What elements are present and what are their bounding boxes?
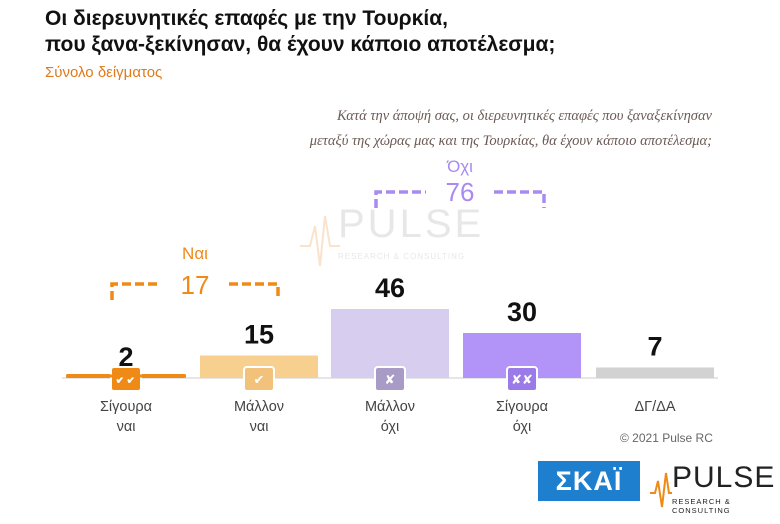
question-line-1: Κατά την άποψή σας, οι διερευνητικές επα…: [337, 108, 712, 124]
yes-group-total: 17: [181, 270, 210, 300]
category-label-sure-no: Σίγουρα όχι: [495, 399, 549, 435]
pulse-logo: PULSE RESEARCH & CONSULTING: [650, 461, 774, 515]
bar: [596, 367, 714, 378]
category-label-rather-yes: Μάλλον ναι: [233, 399, 285, 435]
chart-title: Οι διερευνητικές επαφές με την Τουρκία, …: [45, 6, 745, 58]
pulse-logo-tagline: RESEARCH & CONSULTING: [672, 497, 731, 515]
data-label: 2: [118, 342, 133, 372]
copyright-text: © 2021 Pulse RC: [620, 431, 713, 445]
data-label: 15: [244, 320, 274, 350]
double-check-icon: [110, 366, 142, 392]
pulse-watermark: PULSE RESEARCH & CONSULTING: [300, 196, 500, 276]
check-icon-glyph: ✔: [254, 373, 265, 388]
watermark-word: PULSE: [338, 202, 485, 246]
yes-group-bracket-left: [110, 282, 161, 300]
survey-question: Κατά την άποψή σας, οι διερευνητικές επα…: [152, 104, 712, 154]
no-group-label: Όχι: [446, 157, 473, 176]
no-group-total: 76: [446, 177, 475, 207]
no-group-bracket-left: [374, 190, 426, 208]
data-label: 46: [375, 273, 405, 303]
category-label-sure-yes: Σίγουρα ναι: [99, 399, 153, 435]
data-label: 30: [507, 297, 537, 327]
question-line-2: μεταξύ της χώρας μας και της Τουρκίας, θ…: [309, 133, 712, 149]
no-group-bracket-right: [494, 190, 546, 208]
double-cross-icon-glyph: ✘✘: [511, 373, 533, 388]
cross-icon-glyph: ✘: [385, 373, 396, 388]
watermark-tagline: RESEARCH & CONSULTING: [338, 252, 466, 261]
check-icon: [243, 366, 275, 392]
skai-logo: ΣΚΑΪ: [538, 461, 640, 501]
yes-group-label: Ναι: [182, 244, 208, 263]
category-label-dk-na: ΔΓ/ΔΑ: [634, 399, 676, 415]
title-line-1: Οι διερευνητικές επαφές με την Τουρκία,: [45, 7, 448, 30]
chart-subtitle: Σύνολο δείγματος: [45, 64, 163, 81]
category-label-rather-no: Μάλλον όχι: [364, 399, 416, 435]
double-cross-icon: [506, 366, 538, 392]
pulse-logo-word: PULSE: [672, 461, 776, 494]
title-line-2: που ξανα-ξεκίνησαν, θα έχουν κάποιο αποτ…: [45, 33, 556, 56]
data-label: 7: [647, 332, 662, 362]
cross-icon: [374, 366, 406, 392]
yes-group-bracket-right: [229, 282, 280, 300]
